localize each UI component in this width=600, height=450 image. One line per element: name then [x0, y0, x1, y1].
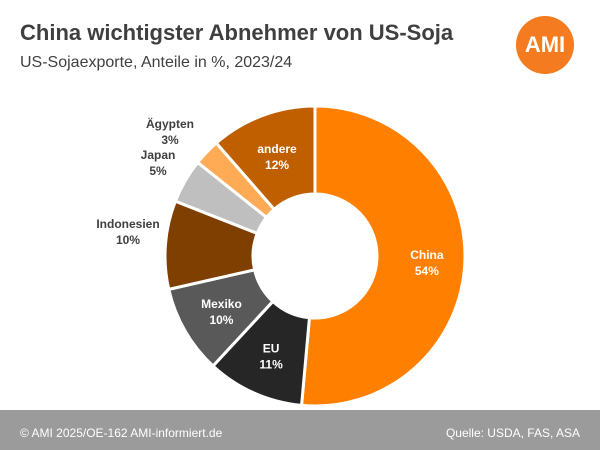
- donut-labels: China 54% EU 11% Mexiko 10% Indonesien 10% Japan…: [96, 116, 444, 372]
- slice-value-indonesien: 10%: [116, 233, 140, 247]
- slice-value-china: 54%: [415, 264, 439, 278]
- slice-value-eu: 11%: [259, 358, 283, 372]
- slice-label-eu: EU: [263, 342, 280, 356]
- donut-slices: [163, 104, 467, 408]
- ami-logo: AMI: [516, 16, 574, 74]
- footer-bar: © AMI 2025/OE-162 AMI-informiert.de Quel…: [0, 416, 600, 450]
- slice-value-japan: 5%: [149, 164, 167, 178]
- chart-subtitle: US-Sojaexporte, Anteile in %, 2023/24: [20, 54, 293, 71]
- slice-label-japan: Japan: [141, 148, 176, 162]
- slice-value-mexiko: 10%: [209, 313, 233, 327]
- slice-label-andere: andere: [257, 142, 297, 156]
- footer-copyright: © AMI 2025/OE-162 AMI-informiert.de: [20, 426, 223, 440]
- slice-china: [299, 104, 467, 408]
- footer-source: Quelle: USDA, FAS, ASA: [445, 426, 580, 440]
- chart-title: China wichtigster Abnehmer von US-Soja: [20, 20, 454, 45]
- logo-text: AMI: [524, 32, 566, 57]
- slice-label-indonesien: Indonesien: [96, 217, 159, 231]
- slice-label-mexiko: Mexiko: [201, 297, 242, 311]
- slice-label--gypten: Ägypten: [146, 116, 194, 131]
- slice-label-china: China: [410, 248, 444, 262]
- slice-value--gypten: 3%: [161, 133, 179, 147]
- slice-value-andere: 12%: [265, 158, 289, 172]
- slice-andere: [214, 104, 317, 212]
